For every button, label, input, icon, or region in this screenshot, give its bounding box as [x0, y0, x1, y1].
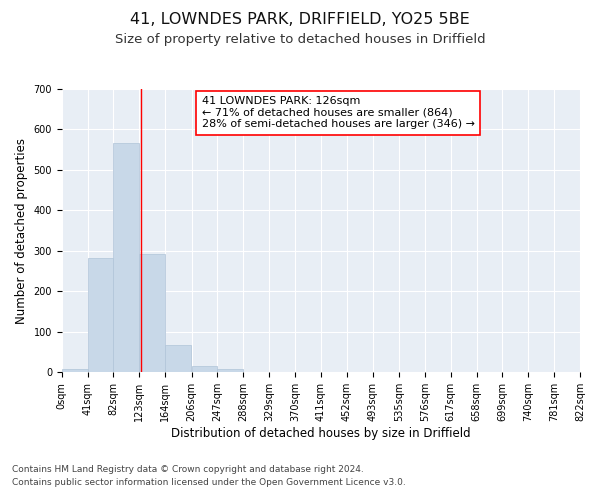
Y-axis label: Number of detached properties: Number of detached properties — [15, 138, 28, 324]
Text: 41 LOWNDES PARK: 126sqm
← 71% of detached houses are smaller (864)
28% of semi-d: 41 LOWNDES PARK: 126sqm ← 71% of detache… — [202, 96, 475, 130]
X-axis label: Distribution of detached houses by size in Driffield: Distribution of detached houses by size … — [171, 427, 471, 440]
Bar — [217, 368, 244, 372]
Bar — [139, 254, 165, 372]
Text: Size of property relative to detached houses in Driffield: Size of property relative to detached ho… — [115, 32, 485, 46]
Bar — [113, 143, 139, 372]
Bar — [62, 369, 88, 372]
Text: Contains public sector information licensed under the Open Government Licence v3: Contains public sector information licen… — [12, 478, 406, 487]
Bar — [191, 366, 217, 372]
Bar — [88, 258, 113, 372]
Text: 41, LOWNDES PARK, DRIFFIELD, YO25 5BE: 41, LOWNDES PARK, DRIFFIELD, YO25 5BE — [130, 12, 470, 28]
Bar — [165, 345, 191, 372]
Text: Contains HM Land Registry data © Crown copyright and database right 2024.: Contains HM Land Registry data © Crown c… — [12, 466, 364, 474]
